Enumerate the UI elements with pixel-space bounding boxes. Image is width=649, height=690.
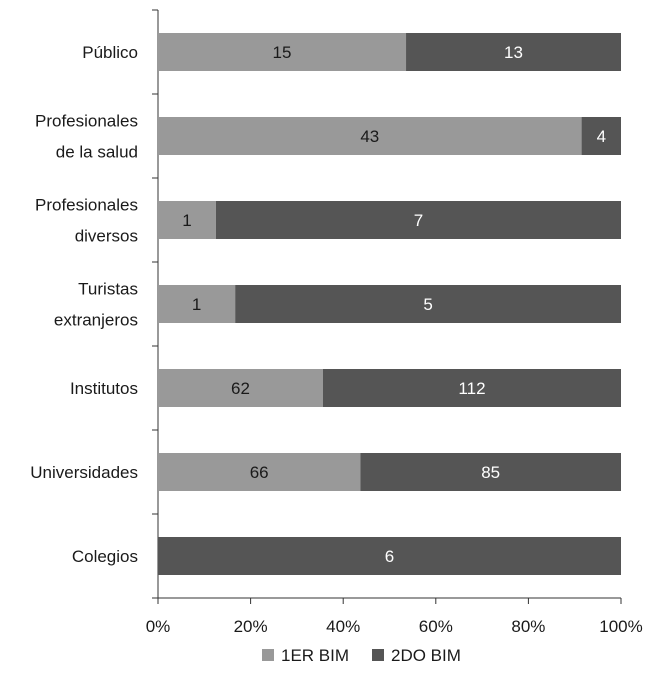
- bar-segment-1er-bim: [158, 33, 407, 71]
- bar-segment-2do-bim: [581, 117, 621, 155]
- data-label-1er-bim: 15: [273, 43, 292, 62]
- x-tick-label: 60%: [419, 617, 453, 636]
- legend-swatch-1er-bim: [262, 649, 274, 661]
- bar-segment-2do-bim: [322, 369, 621, 407]
- bar-segment-1er-bim: [158, 117, 582, 155]
- data-label-1er-bim: 66: [250, 463, 269, 482]
- bar-segment-2do-bim: [360, 453, 621, 491]
- data-label-2do-bim: 4: [597, 127, 606, 146]
- x-tick-labels: 0% 20% 40% 60% 80% 100%: [146, 617, 643, 636]
- bar-segment-1er-bim: [158, 285, 236, 323]
- data-label-2do-bim: 85: [481, 463, 500, 482]
- bar-segment-2do-bim: [235, 285, 621, 323]
- x-tick-label: 20%: [234, 617, 268, 636]
- bar-segment-1er-bim: [158, 453, 361, 491]
- data-label-2do-bim: 13: [504, 43, 523, 62]
- data-label-2do-bim: 5: [423, 295, 432, 314]
- data-label-1er-bim: 1: [192, 295, 201, 314]
- legend-label-1er-bim: 1ER BIM: [281, 646, 349, 665]
- legend-label-2do-bim: 2DO BIM: [391, 646, 461, 665]
- data-label-2do-bim: 6: [385, 547, 394, 566]
- bar-segment-2do-bim: [215, 201, 621, 239]
- bar-segment-1er-bim: [158, 369, 323, 407]
- data-label-2do-bim: 7: [414, 211, 423, 230]
- category-label: Colegios: [72, 547, 138, 566]
- x-tick-label: 80%: [511, 617, 545, 636]
- data-label-1er-bim: 62: [231, 379, 250, 398]
- x-tick-label: 0%: [146, 617, 171, 636]
- x-tick-label: 40%: [326, 617, 360, 636]
- data-label-2do-bim: 112: [458, 379, 485, 398]
- data-label-1er-bim: 1: [182, 211, 191, 230]
- bar-segment-2do-bim: [406, 33, 621, 71]
- legend: 1ER BIM 2DO BIM: [262, 646, 461, 665]
- legend-swatch-2do-bim: [372, 649, 384, 661]
- category-label: Institutos: [70, 379, 138, 398]
- data-label-1er-bim: 43: [360, 127, 379, 146]
- category-label: Turistas extranjeros: [54, 280, 138, 330]
- category-label: Universidades: [30, 463, 138, 482]
- category-label: Profesionales de la salud: [35, 112, 138, 162]
- category-label: Público: [82, 43, 138, 62]
- category-labels: Público Profesionales de la salud Profesion…: [30, 43, 138, 566]
- category-label: Profesionales diversos: [35, 196, 138, 246]
- bar-segment-2do-bim: [158, 537, 621, 575]
- x-tick-label: 100%: [599, 617, 642, 636]
- bar-segment-1er-bim: [158, 201, 216, 239]
